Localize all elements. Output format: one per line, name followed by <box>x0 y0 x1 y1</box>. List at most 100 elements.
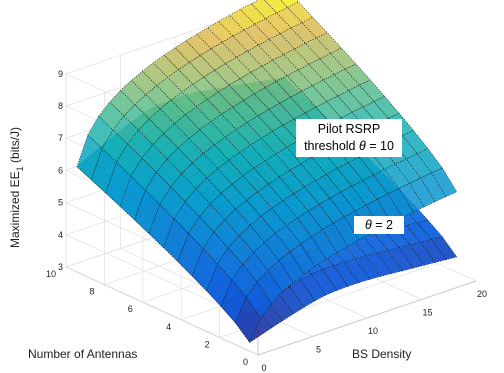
surface-theta-10-patch <box>420 172 447 203</box>
surface-theta-10-patch <box>231 175 258 201</box>
surface-theta-10-patch <box>250 137 277 162</box>
surface-theta-10-patch <box>326 95 353 119</box>
surface-theta-10-patch <box>293 186 320 212</box>
surface-theta-10-patch <box>120 79 147 106</box>
y-tick-label: 6 <box>128 304 133 314</box>
x-tick-label: 10 <box>368 326 378 336</box>
surface-theta-10-patch <box>332 216 360 247</box>
surface-theta-10-patch <box>217 84 244 108</box>
surface-theta-10-patch <box>362 174 389 200</box>
y-tick-label: 0 <box>243 357 248 367</box>
surface-theta-10-patch <box>148 108 176 134</box>
z-axis-label-main: Maximized EE <box>8 171 22 248</box>
z-tick-label: 5 <box>58 198 63 208</box>
svg-text:Maximized EE1 (bits/J): Maximized EE1 (bits/J) <box>8 127 25 248</box>
surface-theta-2-patch <box>343 258 371 284</box>
y-tick-label: 10 <box>46 269 56 279</box>
surface-theta-10-patch <box>145 85 172 110</box>
surface-theta-10-patch <box>260 207 287 234</box>
surface-theta-10-patch <box>134 94 161 120</box>
surface-theta-10-patch <box>127 129 154 159</box>
surface-theta-10-patch <box>228 151 255 177</box>
z-tick-label: 7 <box>58 133 63 143</box>
surface-theta-10-patch <box>217 159 244 185</box>
surface-theta-10-patch <box>213 219 240 249</box>
surface-theta-10-patch <box>431 167 458 198</box>
surface-theta-10-patch <box>98 101 125 131</box>
surface-theta-10-patch <box>76 134 103 181</box>
surface-theta-10-patch <box>373 169 400 195</box>
surface-theta-10-patch <box>152 54 179 78</box>
surface-theta-10-patch <box>101 129 128 163</box>
annotation-theta-10-line2: threshold θ = 10 <box>304 139 394 153</box>
surface-theta-10-patch <box>192 152 219 179</box>
z-axis-label-subscript: 1 <box>15 166 25 171</box>
surface-theta-10 <box>76 0 458 344</box>
x-tick-label: 20 <box>477 289 487 299</box>
surface-theta-10-patch <box>181 162 208 190</box>
surface-theta-10-patch <box>209 192 237 221</box>
surface-theta-10-patch <box>163 47 190 70</box>
surface-theta-10-patch <box>311 229 338 260</box>
surface-theta-10-patch <box>409 177 436 208</box>
surface-theta-2-patch <box>405 222 433 243</box>
surface-theta-10-patch <box>152 132 179 160</box>
surface-theta-2-patch <box>398 244 425 269</box>
surface-theta-10-patch <box>387 188 414 218</box>
surface-theta-10-patch <box>243 93 270 117</box>
surface-theta-2-patch <box>376 249 403 274</box>
surface-theta-10-patch <box>224 208 251 237</box>
surface-theta-10-patch <box>257 183 284 209</box>
annotation-theta-10: Pilot RSRP threshold θ = 10 <box>296 119 402 157</box>
surface-theta-10-patch <box>87 115 114 149</box>
surface-theta-10-patch <box>206 91 234 115</box>
surface-theta-2-patch <box>416 219 443 240</box>
surface-theta-10-patch <box>322 222 349 254</box>
surface-theta-10-patch <box>289 243 316 275</box>
surface-theta-10-patch <box>264 233 291 261</box>
surface-theta-10-patch <box>351 180 378 206</box>
surface-theta-10-patch <box>167 69 194 93</box>
surface-theta-10-patch <box>166 147 193 175</box>
surface-theta-10-patch <box>398 182 425 213</box>
surface-theta-10-patch <box>359 79 386 102</box>
surface-theta-10-patch <box>220 183 248 210</box>
surface-theta-10-patch <box>213 136 241 161</box>
surface-theta-2-patch <box>278 286 305 315</box>
surface-theta-10-patch <box>256 269 283 304</box>
x-tick-label: 5 <box>316 345 321 355</box>
x-axis-label: BS Density <box>352 347 411 361</box>
x-tick-label: 15 <box>422 308 432 318</box>
annotation-theta-2: θ = 2 <box>354 216 404 234</box>
surface-theta-10-patch <box>191 247 218 292</box>
y-tick-label: 8 <box>89 287 94 297</box>
surface-theta-10-patch <box>155 158 183 188</box>
surface-theta-10-patch <box>112 115 139 145</box>
surface-theta-10-patch <box>337 90 364 113</box>
surface-theta-10-patch <box>130 70 158 96</box>
surface-theta-10-patch <box>228 78 255 101</box>
surface-theta-10-patch <box>141 144 168 173</box>
surface-theta-10-patch <box>202 231 229 265</box>
surface-theta-10-patch <box>162 218 189 263</box>
surface-theta-10-patch <box>246 191 273 217</box>
surface-theta-10-patch <box>134 189 161 235</box>
grid-line-y <box>257 280 477 356</box>
z-tick-label: 3 <box>58 262 63 272</box>
surface-theta-2-patch <box>289 279 316 308</box>
surface-theta-10-patch <box>232 100 259 123</box>
surface-theta-2-patch <box>409 241 436 266</box>
surface-theta-10-patch <box>202 144 230 170</box>
y-tick-label: 2 <box>205 339 210 349</box>
annotation-theta-2-text: θ = 2 <box>365 218 393 232</box>
surface-theta-10-patch <box>271 124 299 148</box>
z-tick-label: 4 <box>58 230 63 240</box>
surface-theta-10-patch <box>394 158 422 184</box>
z-tick-label: 9 <box>58 69 63 79</box>
surface-theta-10-patch <box>300 236 327 267</box>
y-axis-label: Number of Antennas <box>28 347 137 361</box>
surface-theta-10-patch <box>206 168 233 194</box>
z-tick-label: 6 <box>58 165 63 175</box>
